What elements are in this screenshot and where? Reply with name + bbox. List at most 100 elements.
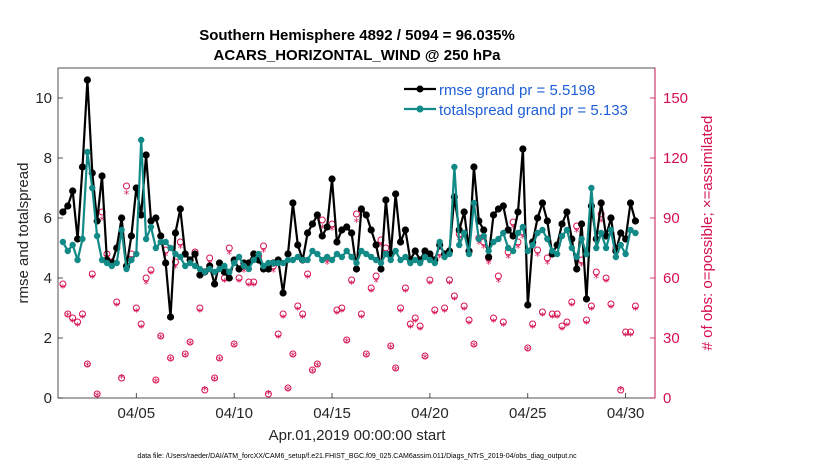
obs-possible-point [152, 376, 160, 384]
totalspread-point [289, 256, 297, 264]
obs-assimilated-point: * [549, 312, 555, 325]
obs-assimilated-point: * [564, 320, 570, 333]
obs-assimilated-point: * [364, 350, 370, 363]
obs-assimilated-point: * [476, 238, 482, 251]
obs-possible-point [225, 244, 233, 252]
obs-assimilated-point: * [158, 332, 164, 345]
totalspread-point [235, 253, 243, 261]
totalspread-point [177, 253, 184, 261]
totalspread-point [524, 247, 531, 255]
obs-assimilated-point: * [584, 318, 590, 331]
totalspread-point [490, 238, 497, 246]
totalspread-point [426, 256, 434, 264]
totalspread-point [93, 232, 101, 240]
totalspread-point [412, 256, 419, 264]
totalspread-point [470, 199, 478, 207]
obs-assimilated-point: * [99, 214, 105, 227]
rmse-point [401, 226, 410, 234]
obs-possible-point [157, 332, 165, 340]
obs-possible-point [553, 310, 561, 318]
obs-assimilated-point: * [85, 360, 91, 373]
rmse-point [377, 265, 385, 273]
obs-assimilated-point: * [124, 188, 130, 201]
totalspread-point [436, 238, 443, 246]
totalspread-point [314, 250, 321, 258]
totalspread-point [284, 256, 292, 264]
totalspread-point [304, 256, 311, 264]
obs-assimilated-point: * [138, 322, 144, 335]
rmse-point [69, 187, 77, 195]
totalspread-point [460, 229, 468, 237]
totalspread-point [465, 250, 473, 258]
obs-possible-point [563, 318, 571, 326]
y-right-tick-label: 0 [663, 390, 671, 407]
y-left-label: rmse and totalspread [15, 163, 32, 304]
obs-possible-point [548, 310, 556, 318]
obs-possible-point [357, 310, 365, 318]
rmse-point [323, 223, 331, 231]
obs-assimilated-point: * [319, 222, 325, 235]
totalspread-point [157, 238, 164, 246]
totalspread-point [627, 226, 634, 234]
totalspread-point [353, 259, 360, 267]
obs-assimilated-point: * [344, 336, 350, 349]
totalspread-point [485, 247, 492, 255]
x-axis-label: Apr.01,2019 00:00:00 start [269, 427, 447, 444]
obs-possible-point [118, 374, 126, 382]
totalspread-point [64, 247, 71, 255]
totalspread-point [622, 250, 629, 258]
rmse-point [171, 229, 180, 237]
obs-possible-point [529, 320, 537, 328]
obs-assimilated-point: * [486, 258, 492, 271]
obs-assimilated-point: * [359, 312, 365, 325]
obs-assimilated-point: * [559, 324, 565, 337]
totalspread-point [191, 262, 199, 270]
totalspread-point [573, 253, 580, 261]
obs-assimilated-point: * [569, 300, 575, 313]
y-right-tick-label: 150 [663, 90, 688, 107]
obs-assimilated-point: * [447, 278, 453, 291]
rmse-point [558, 220, 566, 228]
totalspread-point [147, 223, 155, 231]
obs-possible-point [147, 266, 155, 274]
totalspread-point [84, 148, 91, 156]
totalspread-point [245, 265, 253, 273]
obs-possible-point [250, 278, 258, 286]
y-right-tick-label: 90 [663, 210, 680, 227]
rmse-point [64, 202, 72, 210]
obs-possible-point [524, 344, 532, 352]
obs-possible-point [587, 302, 595, 310]
obs-assimilated-point: * [143, 278, 149, 291]
totalspread-point [216, 265, 223, 273]
obs-possible-point [284, 384, 292, 392]
obs-possible-point [543, 254, 551, 262]
obs-assimilated-point: * [594, 272, 600, 285]
rmse-point [372, 241, 380, 249]
totalspread-point [89, 184, 96, 192]
rmse-point [396, 238, 405, 246]
obs-assimilated-point: * [334, 308, 340, 321]
rmse-point [83, 76, 91, 84]
obs-possible-point [93, 390, 101, 398]
obs-assimilated-point: * [491, 316, 497, 329]
rmse-point [343, 223, 351, 231]
x-tick-label: 04/30 [607, 405, 645, 422]
obs-possible-point [196, 304, 204, 312]
obs-possible-point [353, 210, 360, 218]
rmse-point-line [62, 78, 637, 319]
obs-possible-point [445, 276, 453, 284]
totalspread-point [519, 223, 527, 231]
obs-assimilated-point: * [114, 300, 120, 313]
rmse-point [352, 265, 361, 273]
totalspread-point [309, 247, 316, 255]
obs-possible-point [235, 274, 243, 282]
legend-spread-marker [416, 105, 424, 113]
totalspread-point [372, 256, 380, 264]
obs-assimilated-point: * [236, 276, 242, 289]
totalspread-point [348, 253, 355, 261]
totalspread-point [113, 259, 120, 267]
obs-possible-point [230, 340, 238, 348]
totalspread-point [167, 244, 174, 252]
rmse-point [367, 226, 375, 234]
totalspread-point [74, 256, 81, 264]
